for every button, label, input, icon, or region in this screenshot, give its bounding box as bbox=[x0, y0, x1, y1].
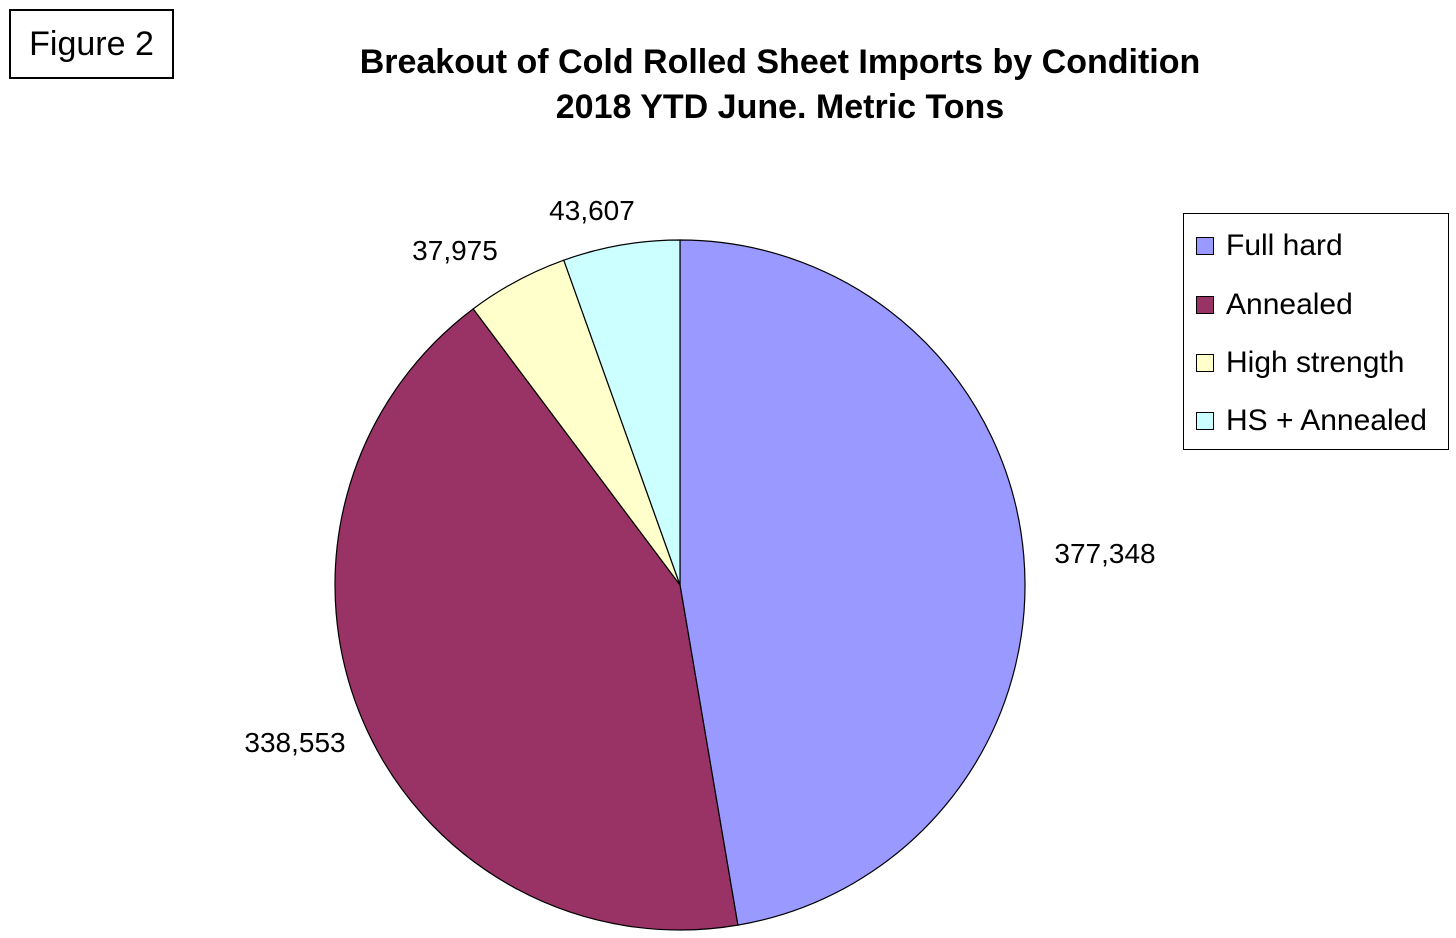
pie-slice-hs-annealed bbox=[563, 239, 681, 586]
legend-label-annealed: Annealed bbox=[1226, 288, 1353, 321]
legend-swatch-high-strength bbox=[1196, 354, 1214, 372]
legend-swatch-full-hard bbox=[1196, 237, 1214, 255]
data-label-full-hard: 377,348 bbox=[1054, 538, 1155, 569]
chart-title: Breakout of Cold Rolled Sheet Imports by… bbox=[359, 43, 1201, 81]
legend-label-high-strength: High strength bbox=[1226, 346, 1405, 379]
legend-label-full-hard: Full hard bbox=[1226, 229, 1343, 262]
legend-item-annealed: Annealed bbox=[1196, 288, 1353, 321]
pie-slice-annealed bbox=[334, 308, 739, 931]
legend: Full hard Annealed High strength HS + Annea… bbox=[1183, 213, 1449, 450]
legend-swatch-hs-annealed bbox=[1196, 412, 1214, 430]
legend-swatch-annealed bbox=[1196, 296, 1214, 314]
pie-slice-full-hard bbox=[679, 239, 1026, 926]
chart-subtitle: 2018 YTD June. Metric Tons bbox=[555, 88, 1005, 126]
figure-label: Figure 2 bbox=[9, 9, 174, 79]
data-label-high-strength: 37,975 bbox=[412, 235, 498, 266]
legend-item-hs-annealed: HS + Annealed bbox=[1196, 404, 1427, 437]
data-label-hs-annealed: 43,607 bbox=[549, 195, 635, 226]
legend-item-high-strength: High strength bbox=[1196, 346, 1405, 379]
data-label-annealed: 338,553 bbox=[244, 727, 345, 758]
legend-label-hs-annealed: HS + Annealed bbox=[1226, 404, 1427, 437]
legend-item-full-hard: Full hard bbox=[1196, 229, 1343, 262]
